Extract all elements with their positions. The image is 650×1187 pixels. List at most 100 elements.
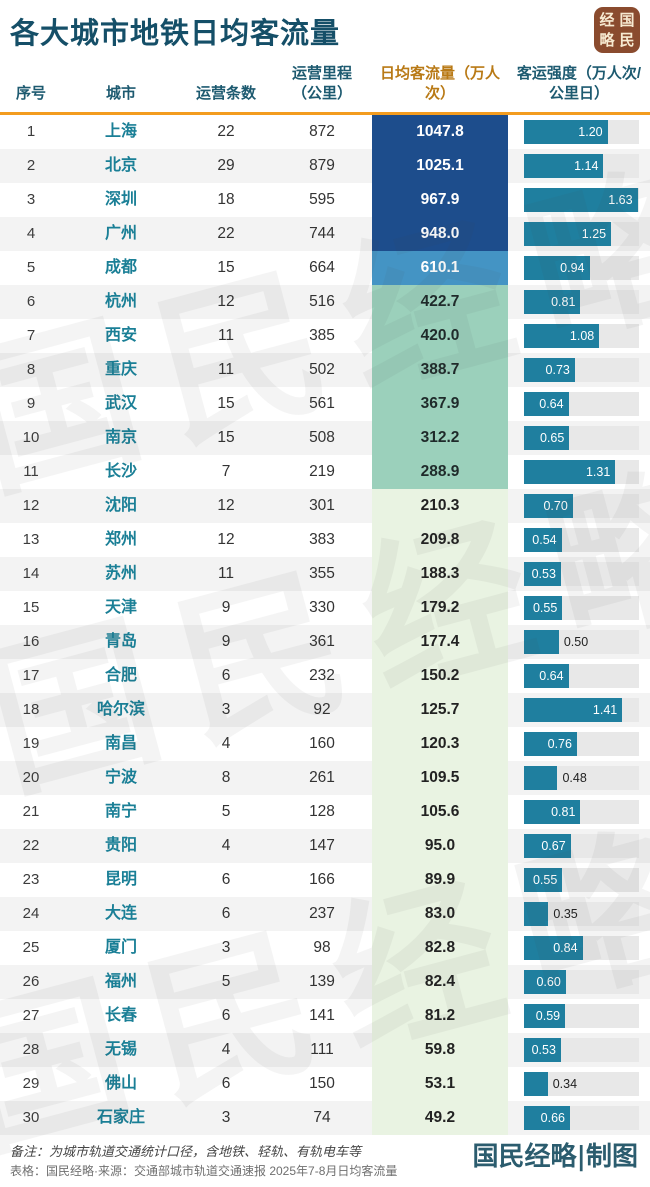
intensity-bar [524, 766, 558, 790]
intensity-value: 0.81 [551, 804, 576, 819]
mileage-cell: 516 [309, 293, 335, 310]
daily-flow-cell: 388.7 [372, 353, 508, 387]
intensity-bar-cell: 0.50 [508, 625, 650, 659]
daily-flow-cell: 210.3 [372, 489, 508, 523]
rank-cell: 16 [22, 633, 40, 650]
header-divider [0, 112, 650, 115]
intensity-bar-cell: 0.70 [508, 489, 650, 523]
rank-cell: 2 [26, 157, 36, 174]
rank-cell: 15 [22, 599, 40, 616]
city-cell: 合肥 [104, 667, 137, 684]
table-row: 21 南宁 5 128 105.6 0.81 [0, 795, 650, 829]
intensity-bar-track: 0.81 [524, 290, 639, 314]
rank-cell: 25 [22, 939, 40, 956]
lines-count-cell: 3 [221, 939, 231, 956]
intensity-bar-track: 0.59 [524, 1004, 639, 1028]
lines-count-cell: 4 [221, 837, 231, 854]
intensity-value: 0.64 [539, 668, 564, 683]
intensity-bar-track: 0.53 [524, 1038, 639, 1062]
lines-count-cell: 11 [217, 361, 235, 378]
lines-count-cell: 6 [221, 1075, 231, 1092]
daily-flow-cell: 49.2 [372, 1101, 508, 1135]
rank-cell: 14 [22, 565, 40, 582]
rank-cell: 23 [22, 871, 40, 888]
intensity-bar: 1.25 [524, 222, 612, 246]
intensity-value: 0.54 [532, 532, 557, 547]
intensity-value: 0.70 [543, 498, 568, 513]
intensity-value: 0.60 [536, 974, 561, 989]
intensity-bar-cell: 1.63 [508, 183, 650, 217]
intensity-bar-track: 0.73 [524, 358, 639, 382]
city-cell: 北京 [104, 157, 137, 174]
intensity-bar-cell: 0.64 [508, 387, 650, 421]
intensity-value: 1.31 [585, 464, 611, 479]
city-cell: 成都 [104, 259, 137, 276]
intensity-value: 1.08 [569, 328, 595, 343]
daily-flow-cell: 105.6 [372, 795, 508, 829]
mileage-cell: 128 [309, 803, 335, 820]
mileage-cell: 561 [309, 395, 335, 412]
intensity-value: 1.20 [578, 124, 603, 139]
intensity-value: 0.66 [540, 1110, 565, 1125]
city-cell: 苏州 [104, 565, 137, 582]
city-cell: 重庆 [104, 361, 137, 378]
mileage-cell: 232 [309, 667, 335, 684]
intensity-bar-track: 0.76 [524, 732, 639, 756]
intensity-bar-track: 1.63 [524, 188, 639, 212]
table-row: 24 大连 6 237 83.0 0.35 [0, 897, 650, 931]
city-cell: 宁波 [104, 769, 137, 786]
intensity-value: 1.41 [592, 702, 618, 717]
lines-count-cell: 5 [221, 803, 231, 820]
daily-flow-cell: 422.7 [372, 285, 508, 319]
rank-cell: 9 [26, 395, 36, 412]
table-row: 26 福州 5 139 82.4 0.60 [0, 965, 650, 999]
rank-cell: 11 [23, 463, 39, 480]
intensity-bar-track: 0.34 [524, 1072, 639, 1096]
intensity-value: 0.48 [562, 770, 587, 785]
daily-flow-cell: 82.8 [372, 931, 508, 965]
logo-character: 略 [599, 30, 615, 49]
rank-cell: 26 [22, 973, 40, 990]
intensity-bar: 0.81 [524, 800, 581, 824]
rank-cell: 21 [22, 803, 40, 820]
daily-flow-cell: 120.3 [372, 727, 508, 761]
intensity-value: 0.55 [532, 872, 558, 887]
intensity-value: 0.53 [531, 1042, 556, 1057]
mileage-cell: 502 [309, 361, 335, 378]
mileage-cell: 872 [309, 123, 335, 140]
intensity-bar-track: 0.65 [524, 426, 639, 450]
city-cell: 贵阳 [104, 837, 137, 854]
intensity-bar-cell: 0.81 [508, 795, 650, 829]
mileage-cell: 361 [309, 633, 335, 650]
column-header-row: 序号 城市 运营条数 运营里程（公里） 日均客流量（万人次） 客运强度（万人次/公里日） [0, 54, 650, 112]
rank-cell: 6 [26, 293, 36, 310]
intensity-bar: 0.70 [524, 494, 573, 518]
mileage-cell: 147 [309, 837, 335, 854]
daily-flow-cell: 125.7 [372, 693, 508, 727]
intensity-bar [524, 630, 559, 654]
intensity-bar-cell: 0.94 [508, 251, 650, 285]
lines-count-cell: 6 [221, 871, 231, 888]
mileage-cell: 139 [309, 973, 335, 990]
intensity-value: 0.84 [553, 940, 578, 955]
intensity-bar-track: 0.94 [524, 256, 639, 280]
mileage-cell: 355 [309, 565, 335, 582]
lines-count-cell: 3 [221, 1109, 231, 1126]
lines-count-cell: 22 [217, 123, 235, 140]
mileage-cell: 111 [310, 1041, 334, 1058]
intensity-bar-cell: 0.55 [508, 591, 650, 625]
table-row: 10 南京 15 508 312.2 0.65 [0, 421, 650, 455]
mileage-cell: 150 [309, 1075, 335, 1092]
intensity-bar: 0.67 [524, 834, 571, 858]
intensity-bar: 0.59 [524, 1004, 566, 1028]
lines-count-cell: 11 [217, 565, 235, 582]
lines-count-cell: 9 [221, 599, 231, 616]
intensity-bar [524, 902, 549, 926]
intensity-bar-cell: 0.66 [508, 1101, 650, 1135]
page-title: 各大城市地铁日均客流量 [10, 18, 341, 50]
city-cell: 沈阳 [104, 497, 137, 514]
table-row: 2 北京 29 879 1025.1 1.14 [0, 149, 650, 183]
logo-character: 经 [599, 10, 615, 29]
daily-flow-cell: 188.3 [372, 557, 508, 591]
